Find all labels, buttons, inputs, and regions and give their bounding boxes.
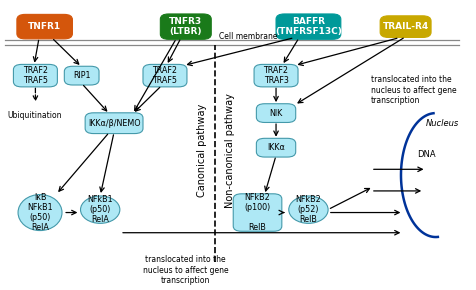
FancyBboxPatch shape — [17, 14, 72, 39]
Text: NFkB2
(p100)

RelB: NFkB2 (p100) RelB — [244, 193, 271, 232]
Text: RIP1: RIP1 — [73, 71, 90, 80]
Ellipse shape — [18, 195, 62, 231]
Text: translocated into the
nucleus to affect gene
transcription: translocated into the nucleus to affect … — [143, 255, 228, 285]
Text: TRAF2
TRAF5: TRAF2 TRAF5 — [152, 66, 178, 85]
FancyBboxPatch shape — [254, 64, 298, 87]
Text: DNA: DNA — [417, 151, 436, 160]
Text: BAFFR
(TNFRSF13C): BAFFR (TNFRSF13C) — [275, 17, 342, 36]
FancyBboxPatch shape — [64, 66, 99, 85]
Text: TRAF2
TRAF5: TRAF2 TRAF5 — [23, 66, 48, 85]
FancyBboxPatch shape — [380, 16, 431, 37]
Text: TRAIL-R4: TRAIL-R4 — [383, 22, 429, 31]
Text: Nucleus: Nucleus — [426, 119, 459, 128]
Text: NFkB2
(p52)
RelB: NFkB2 (p52) RelB — [296, 195, 321, 224]
FancyBboxPatch shape — [257, 104, 296, 122]
Text: TNFR1: TNFR1 — [28, 22, 61, 31]
Text: IKKα/β/NEMO: IKKα/β/NEMO — [88, 119, 140, 128]
FancyBboxPatch shape — [160, 14, 211, 39]
FancyBboxPatch shape — [233, 194, 282, 231]
Text: IKKα: IKKα — [267, 143, 285, 152]
FancyBboxPatch shape — [13, 64, 58, 87]
Ellipse shape — [289, 196, 328, 223]
Text: translocated into the
nucleus to affect gene
transcription: translocated into the nucleus to affect … — [371, 75, 456, 105]
FancyBboxPatch shape — [143, 64, 187, 87]
FancyBboxPatch shape — [85, 113, 143, 134]
Text: Ubiquitination: Ubiquitination — [8, 111, 62, 120]
Text: IκB
NFkB1
(p50)
RelA: IκB NFkB1 (p50) RelA — [27, 193, 53, 232]
Text: Canonical pathway: Canonical pathway — [197, 104, 207, 197]
Text: NFkB1
(p50)
RelA: NFkB1 (p50) RelA — [88, 195, 113, 224]
FancyBboxPatch shape — [257, 138, 296, 157]
Text: Cell membrane: Cell membrane — [219, 32, 278, 41]
Text: TNFR3
(LTBR): TNFR3 (LTBR) — [169, 17, 202, 36]
Text: TRAF2
TRAF3: TRAF2 TRAF3 — [264, 66, 288, 85]
Text: Non-canonical pathway: Non-canonical pathway — [225, 93, 235, 208]
Ellipse shape — [80, 196, 120, 223]
Text: NIK: NIK — [269, 108, 283, 118]
FancyBboxPatch shape — [276, 14, 341, 39]
